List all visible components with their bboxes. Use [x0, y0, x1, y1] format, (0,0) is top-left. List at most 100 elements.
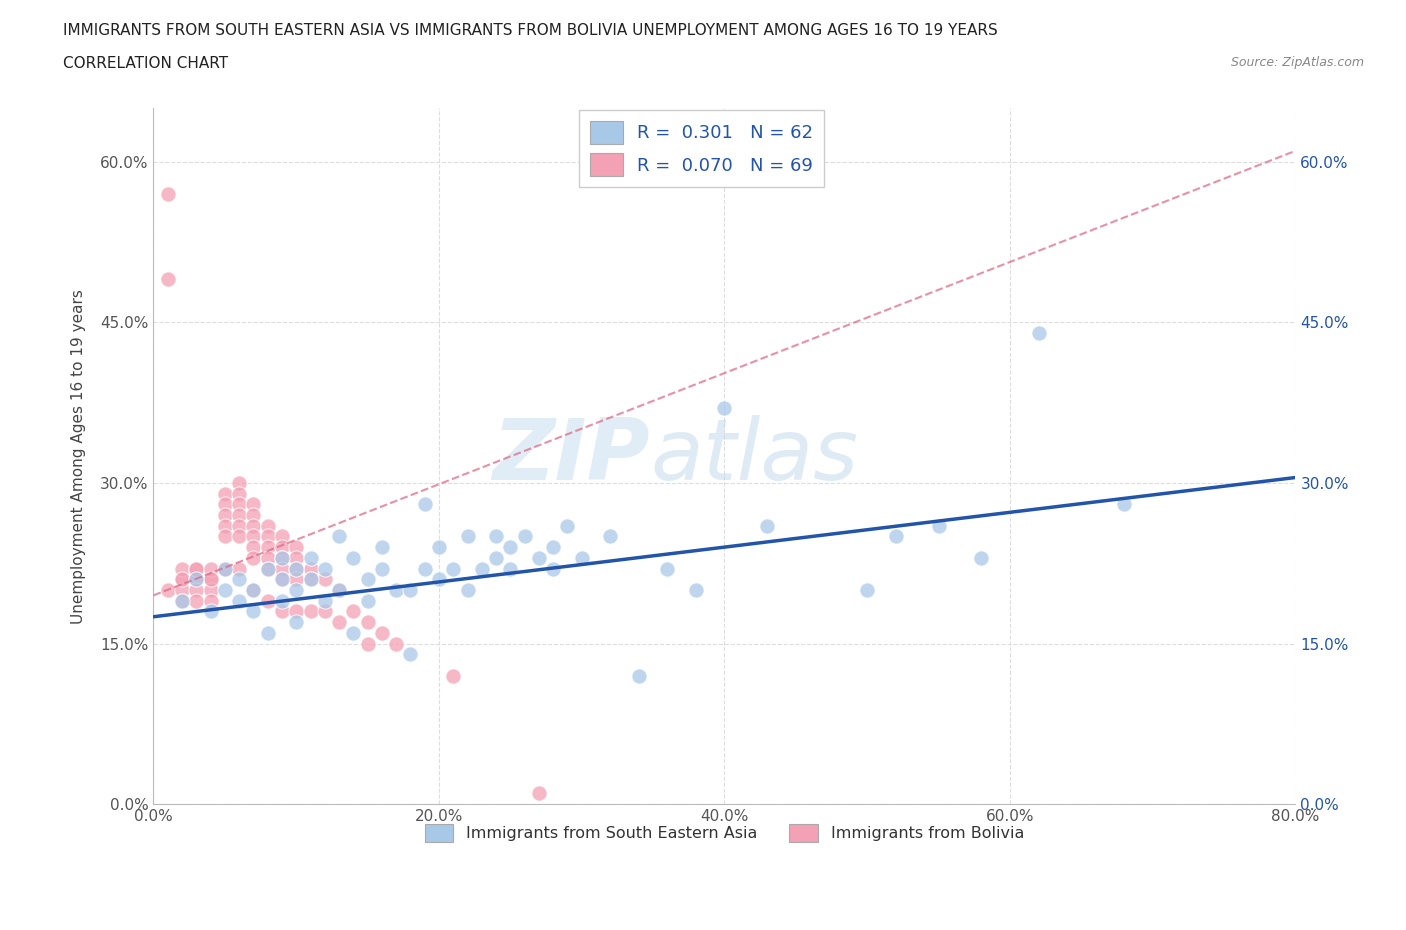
Point	[200, 593, 222, 608]
Point	[499, 539, 522, 554]
Point	[170, 593, 193, 608]
Point	[756, 518, 779, 533]
Point	[557, 518, 579, 533]
Point	[299, 572, 322, 587]
Text: IMMIGRANTS FROM SOUTH EASTERN ASIA VS IMMIGRANTS FROM BOLIVIA UNEMPLOYMENT AMONG: IMMIGRANTS FROM SOUTH EASTERN ASIA VS IM…	[63, 23, 998, 38]
Point	[299, 561, 322, 576]
Point	[627, 669, 650, 684]
Point	[242, 539, 264, 554]
Point	[271, 539, 294, 554]
Point	[457, 582, 479, 597]
Point	[285, 604, 308, 618]
Point	[385, 582, 408, 597]
Point	[200, 572, 222, 587]
Point	[186, 561, 208, 576]
Point	[228, 518, 250, 533]
Point	[214, 518, 236, 533]
Point	[485, 529, 508, 544]
Point	[328, 582, 350, 597]
Text: ZIP: ZIP	[492, 415, 650, 498]
Point	[271, 604, 294, 618]
Point	[314, 604, 336, 618]
Point	[256, 518, 278, 533]
Point	[299, 551, 322, 565]
Point	[156, 582, 179, 597]
Point	[713, 401, 735, 416]
Point	[856, 582, 879, 597]
Point	[170, 561, 193, 576]
Point	[186, 572, 208, 587]
Point	[356, 572, 378, 587]
Point	[285, 561, 308, 576]
Point	[242, 582, 264, 597]
Point	[541, 539, 564, 554]
Point	[242, 529, 264, 544]
Point	[200, 572, 222, 587]
Point	[214, 529, 236, 544]
Point	[285, 551, 308, 565]
Point	[527, 551, 550, 565]
Point	[214, 561, 236, 576]
Text: CORRELATION CHART: CORRELATION CHART	[63, 56, 228, 71]
Legend: Immigrants from South Eastern Asia, Immigrants from Bolivia: Immigrants from South Eastern Asia, Immi…	[418, 817, 1031, 848]
Point	[256, 539, 278, 554]
Point	[299, 572, 322, 587]
Point	[242, 551, 264, 565]
Point	[242, 508, 264, 523]
Y-axis label: Unemployment Among Ages 16 to 19 years: Unemployment Among Ages 16 to 19 years	[72, 288, 86, 623]
Point	[399, 582, 422, 597]
Point	[156, 186, 179, 201]
Point	[271, 572, 294, 587]
Point	[271, 529, 294, 544]
Point	[271, 572, 294, 587]
Point	[156, 272, 179, 286]
Point	[513, 529, 536, 544]
Point	[271, 593, 294, 608]
Point	[186, 582, 208, 597]
Point	[214, 508, 236, 523]
Point	[657, 561, 679, 576]
Point	[228, 486, 250, 501]
Point	[371, 539, 394, 554]
Point	[200, 561, 222, 576]
Point	[599, 529, 621, 544]
Point	[342, 551, 364, 565]
Point	[285, 582, 308, 597]
Point	[256, 529, 278, 544]
Point	[328, 615, 350, 630]
Point	[200, 582, 222, 597]
Point	[356, 615, 378, 630]
Point	[314, 572, 336, 587]
Point	[170, 593, 193, 608]
Point	[471, 561, 494, 576]
Point	[427, 539, 450, 554]
Point	[328, 529, 350, 544]
Point	[571, 551, 593, 565]
Text: atlas: atlas	[650, 415, 858, 498]
Point	[228, 593, 250, 608]
Point	[314, 593, 336, 608]
Point	[256, 625, 278, 640]
Point	[928, 518, 950, 533]
Point	[256, 551, 278, 565]
Text: Source: ZipAtlas.com: Source: ZipAtlas.com	[1230, 56, 1364, 69]
Point	[1114, 497, 1136, 512]
Point	[170, 572, 193, 587]
Point	[170, 572, 193, 587]
Point	[285, 561, 308, 576]
Point	[200, 604, 222, 618]
Point	[427, 572, 450, 587]
Point	[385, 636, 408, 651]
Point	[970, 551, 993, 565]
Point	[256, 561, 278, 576]
Point	[527, 786, 550, 801]
Point	[214, 486, 236, 501]
Point	[214, 497, 236, 512]
Point	[228, 529, 250, 544]
Point	[256, 593, 278, 608]
Point	[371, 561, 394, 576]
Point	[170, 582, 193, 597]
Point	[441, 669, 464, 684]
Point	[1028, 326, 1050, 340]
Point	[371, 625, 394, 640]
